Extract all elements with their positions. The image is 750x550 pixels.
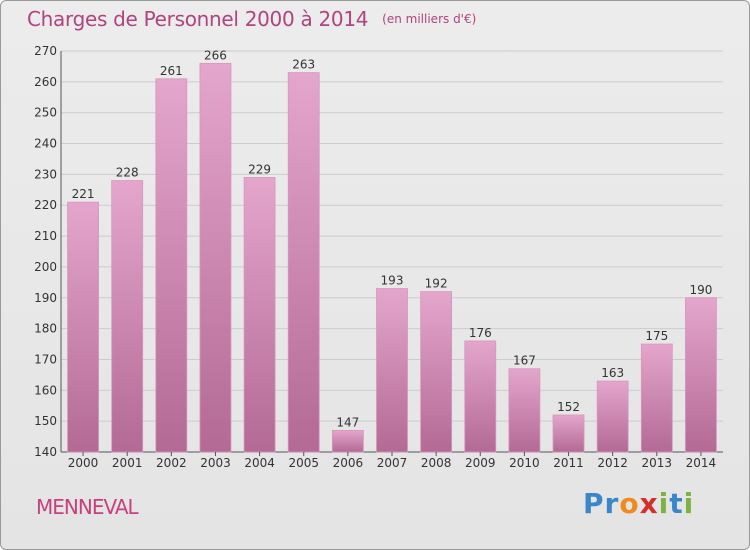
y-tick-label: 240 [34, 137, 57, 151]
bar-value-label: 147 [336, 415, 359, 429]
bar [199, 62, 232, 453]
bar [508, 368, 541, 453]
bar [685, 297, 717, 453]
logo-letter: o [619, 487, 640, 520]
proxiti-logo: Proxiti [583, 487, 694, 520]
bar-value-label: 163 [601, 366, 624, 380]
logo-letter: r [604, 487, 620, 520]
y-tick-label: 150 [34, 414, 57, 428]
bar-value-label: 221 [72, 187, 95, 201]
chart-subtitle: (en milliers d'€) [382, 12, 477, 26]
bar-value-label: 228 [116, 166, 139, 180]
bar [640, 343, 673, 453]
bar [155, 78, 188, 453]
logo-letter: x [639, 487, 659, 520]
bar [331, 430, 364, 453]
y-tick-label: 160 [34, 383, 57, 397]
bar-value-label: 192 [425, 277, 448, 291]
x-tick-label: 2002 [156, 456, 187, 470]
y-tick-label: 230 [34, 167, 57, 181]
chart-title: Charges de Personnel 2000 à 2014 (en mill… [27, 7, 476, 31]
y-tick-label: 190 [34, 291, 57, 305]
x-tick-label: 2006 [333, 456, 364, 470]
x-tick-label: 2014 [686, 456, 717, 470]
y-tick-label: 250 [34, 106, 57, 120]
bar [67, 201, 99, 453]
y-tick-label: 270 [34, 44, 57, 58]
x-tick-label: 2005 [288, 456, 319, 470]
x-tick-label: 2009 [465, 456, 496, 470]
bar [464, 340, 497, 453]
bar-value-label: 193 [381, 274, 404, 288]
bar-value-label: 229 [248, 162, 271, 176]
x-tick-label: 2010 [509, 456, 540, 470]
y-tick-label: 170 [34, 352, 57, 366]
bar-value-label: 152 [557, 400, 580, 414]
bar [287, 72, 320, 453]
x-tick-label: 2000 [68, 456, 99, 470]
x-tick-label: 2008 [421, 456, 452, 470]
y-tick-label: 210 [34, 229, 57, 243]
x-tick-label: 2001 [112, 456, 143, 470]
y-tick-label: 180 [34, 322, 57, 336]
x-tick-label: 2011 [553, 456, 584, 470]
y-tick-label: 260 [34, 75, 57, 89]
bar-value-label: 190 [689, 283, 712, 297]
bar-value-label: 263 [292, 58, 315, 72]
logo-letter: i [658, 487, 670, 520]
y-tick-label: 140 [34, 445, 57, 459]
bar [420, 291, 453, 453]
x-tick-label: 2012 [597, 456, 628, 470]
logo-letter: t [669, 487, 684, 520]
x-tick-label: 2007 [377, 456, 408, 470]
commune-name: MENNEVAL [36, 495, 139, 519]
bar-value-label: 266 [204, 48, 227, 62]
chart-title-text: Charges de Personnel 2000 à 2014 [27, 7, 369, 31]
bar [111, 180, 144, 453]
bar [376, 288, 408, 453]
x-tick-label: 2003 [200, 456, 231, 470]
bar [552, 414, 585, 453]
logo-letter: i [683, 487, 695, 520]
x-tick-label: 2004 [244, 456, 275, 470]
bar-value-label: 261 [160, 64, 183, 78]
bar-value-label: 167 [513, 354, 536, 368]
bar [243, 177, 276, 453]
bar [596, 380, 629, 453]
bar-value-label: 175 [645, 329, 668, 343]
bar-value-label: 176 [469, 326, 492, 340]
y-tick-label: 200 [34, 260, 57, 274]
x-tick-label: 2013 [642, 456, 673, 470]
y-tick-label: 220 [34, 198, 57, 212]
logo-letter: P [583, 487, 605, 520]
